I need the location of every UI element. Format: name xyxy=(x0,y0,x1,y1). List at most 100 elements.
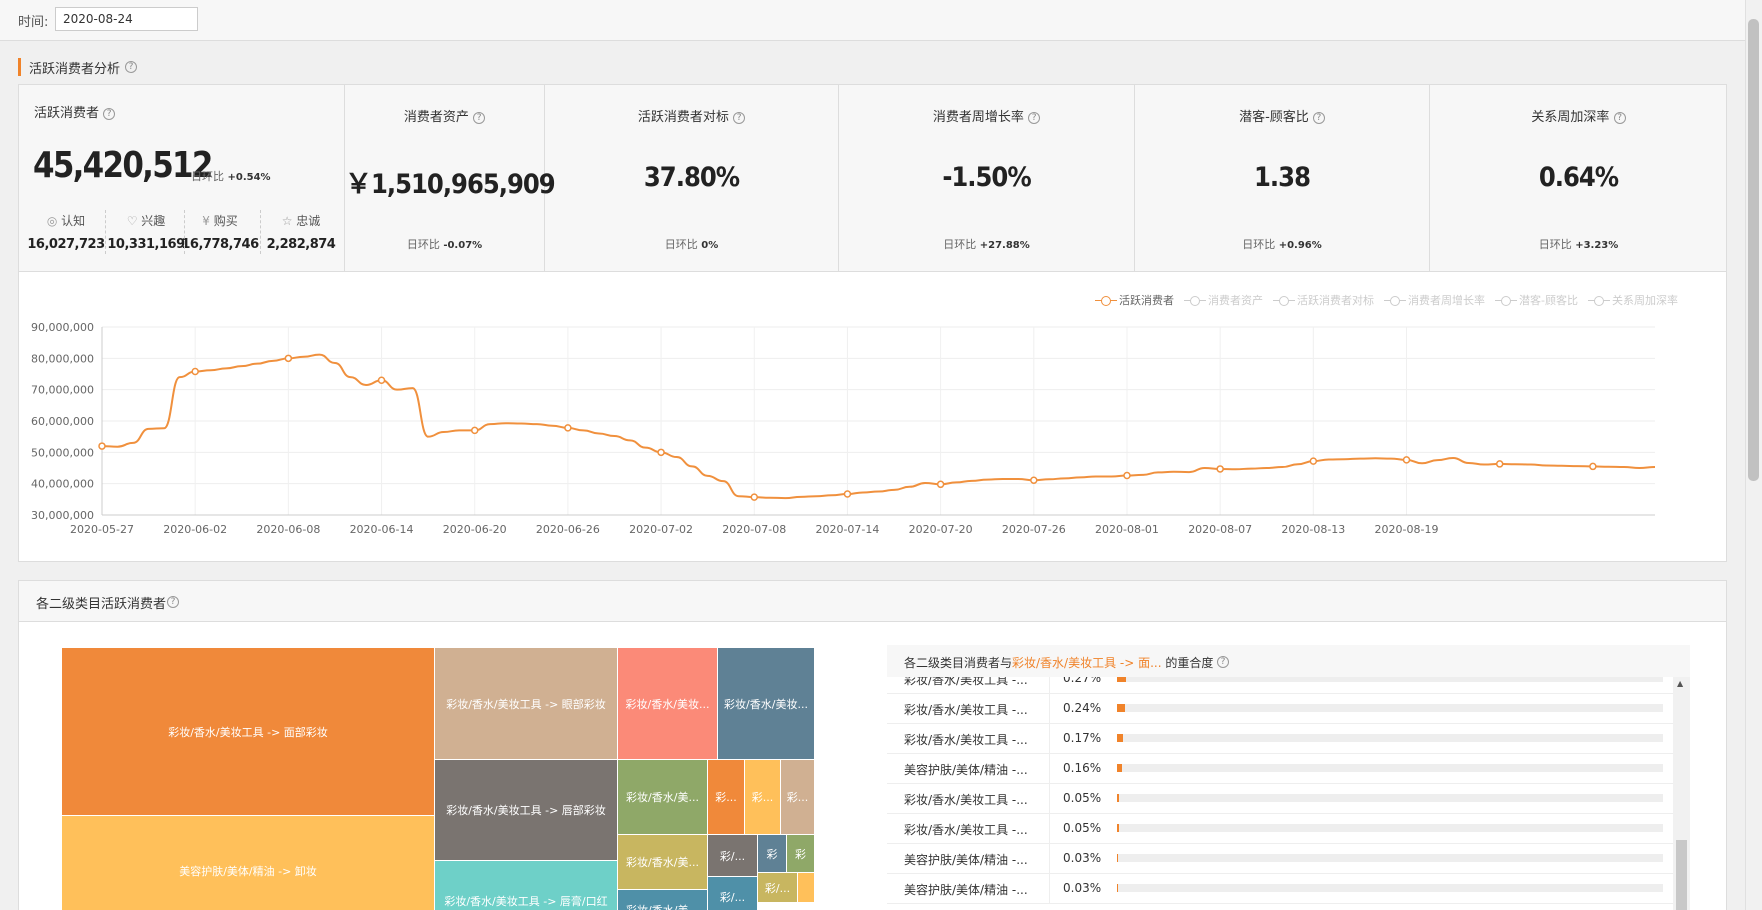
overlap-bar xyxy=(1117,854,1118,862)
overlap-row[interactable]: 彩妆/香水/美妆工具 -... 0.24% xyxy=(887,693,1673,724)
overlap-title: 各二级类目消费者与彩妆/香水/美妆工具 -> 面... 的重合度 xyxy=(904,656,1214,670)
treemap-cell[interactable] xyxy=(798,873,815,903)
treemap-cell[interactable]: 彩/... xyxy=(708,835,758,877)
overlap-scrollbar-thumb[interactable] xyxy=(1676,840,1687,910)
legend-item-1[interactable]: 消费者资产 xyxy=(1184,294,1263,307)
overlap-bar-track xyxy=(1117,764,1663,772)
data-point xyxy=(1123,471,1131,480)
help-icon[interactable]: ? xyxy=(473,111,486,124)
funnel-stage-2: ¥ 购买 16,778,746 xyxy=(181,214,259,252)
metric-value: 1.38 xyxy=(1254,162,1311,193)
treemap-cell[interactable]: 彩妆/香水/美妆... xyxy=(618,648,718,760)
legend-item-0[interactable]: 活跃消费者 xyxy=(1095,294,1174,307)
page-scrollbar-thumb[interactable] xyxy=(1748,19,1759,481)
help-icon[interactable]: ? xyxy=(1217,656,1229,668)
section-title-active-consumers: 活跃消费者分析 xyxy=(29,62,121,77)
metric-title: 活跃消费者对标 ? xyxy=(545,106,838,125)
metric-card-0[interactable]: 消费者资产 ? ￥1,510,965,909 日环比 -0.07% xyxy=(345,84,556,272)
metrics-panel xyxy=(18,84,1727,272)
x-tick-label: 2020-07-26 xyxy=(1002,523,1066,536)
overlap-selected-category[interactable]: 彩妆/香水/美妆工具 -> 面... xyxy=(1012,656,1162,670)
metric-value: -1.50% xyxy=(942,162,1031,193)
treemap-cell[interactable]: 彩/... xyxy=(708,877,758,910)
overlap-row[interactable]: 美容护肤/美体/精油 -... 0.03% xyxy=(887,873,1673,904)
help-icon[interactable]: ? xyxy=(167,596,179,608)
x-tick-label: 2020-06-08 xyxy=(256,523,320,536)
help-icon[interactable]: ? xyxy=(1312,111,1325,124)
overlap-category-name: 彩妆/香水/美妆工具 -... xyxy=(904,823,1028,837)
overlap-category-name: 美容护肤/美体/精油 -... xyxy=(904,763,1028,777)
overlap-row[interactable]: 彩妆/香水/美妆工具 -... 0.17% xyxy=(887,723,1673,754)
legend-item-4[interactable]: 潜客-顾客比 xyxy=(1495,294,1578,307)
metric-card-2[interactable]: 消费者周增长率 ? -1.50% 日环比 +27.88% xyxy=(839,84,1135,272)
overlap-category-name: 美容护肤/美体/精油 -... xyxy=(904,853,1028,867)
metric-card-3[interactable]: 潜客-顾客比 ? 1.38 日环比 +0.96% xyxy=(1135,84,1430,272)
help-icon[interactable]: ? xyxy=(1028,111,1041,124)
data-point xyxy=(564,424,572,432)
overlap-percent: 0.05% xyxy=(1063,791,1102,805)
data-point xyxy=(1495,460,1504,468)
treemap-cell[interactable]: 彩... xyxy=(745,760,781,835)
scroll-up-arrow-icon[interactable]: ▲ xyxy=(1677,679,1684,688)
treemap-cell[interactable]: 彩妆/香水/美妆工具 -> 眼部彩妆 xyxy=(435,648,618,760)
overlap-category-name: 美容护肤/美体/精油 -... xyxy=(904,883,1028,897)
legend-marker-icon xyxy=(1095,296,1117,306)
overlap-row[interactable]: 彩妆/香水/美妆工具 -... 0.05% xyxy=(887,813,1673,844)
treemap-cell[interactable]: 彩妆/香水/美... xyxy=(618,835,708,890)
x-tick-label: 2020-05-27 xyxy=(70,523,134,536)
treemap-cell[interactable]: 彩妆/香水/美妆工具 -> 唇膏/口红 xyxy=(435,861,618,910)
overlap-bar-track xyxy=(1117,854,1663,862)
x-tick-label: 2020-08-07 xyxy=(1188,523,1252,536)
data-point xyxy=(936,480,945,489)
x-tick-label: 2020-08-13 xyxy=(1281,523,1345,536)
overlap-category-name: 彩妆/香水/美妆工具 -... xyxy=(904,793,1028,807)
overlap-bar-track xyxy=(1117,704,1663,712)
treemap-cell[interactable]: 彩 xyxy=(758,835,787,873)
treemap-cell[interactable]: 彩妆/香水/美妆工具 -> 面部彩妆 xyxy=(62,648,435,816)
data-point xyxy=(1216,465,1224,473)
overlap-row[interactable]: 美容护肤/美体/精油 -... 0.03% xyxy=(887,843,1673,874)
help-icon[interactable]: ? xyxy=(125,61,137,73)
funnel-stage-value: 16,027,723 xyxy=(27,237,105,252)
overlap-category-name: 彩妆/香水/美妆工具 -... xyxy=(904,733,1028,747)
help-icon[interactable]: ? xyxy=(1613,111,1626,124)
legend-item-3[interactable]: 消费者周增长率 xyxy=(1384,294,1485,307)
metric-title: 关系周加深率 ? xyxy=(1430,106,1727,125)
overlap-row[interactable]: 彩妆/香水/美妆工具 -... 0.05% xyxy=(887,783,1673,814)
treemap-cell[interactable]: 美容护肤/美体/精油 -> 卸妆 xyxy=(62,816,435,910)
overlap-row[interactable]: 美容护肤/美体/精油 -... 0.16% xyxy=(887,753,1673,784)
treemap-cell[interactable]: 彩/... xyxy=(758,873,798,903)
metric-delta: 日环比 +27.88% xyxy=(943,238,1030,251)
overlap-bar-track xyxy=(1117,677,1663,682)
legend-item-2[interactable]: 活跃消费者对标 xyxy=(1273,294,1374,307)
treemap-cell[interactable]: 彩妆/香水/美... xyxy=(618,890,708,910)
treemap-cell[interactable]: 彩妆/香水/美妆... xyxy=(718,648,815,760)
treemap-cell[interactable]: 彩妆/香水/美... xyxy=(618,760,708,835)
treemap-cell[interactable]: 彩... xyxy=(781,760,815,835)
section-header-category xyxy=(18,580,1727,622)
divider xyxy=(1049,843,1050,873)
help-icon[interactable]: ? xyxy=(103,107,116,120)
metric-delta: 日环比 -0.07% xyxy=(406,238,483,251)
overlap-bar xyxy=(1117,794,1119,802)
divider xyxy=(1049,693,1050,723)
metric-card-1[interactable]: 活跃消费者对标 ? 37.80% 日环比 0% xyxy=(545,84,839,272)
date-input[interactable] xyxy=(55,7,198,31)
trend-line-chart: 30,000,000 40,000,000 50,000,000 60,000,000… xyxy=(31,321,1656,536)
x-tick-label: 2020-07-14 xyxy=(815,523,879,536)
divider xyxy=(1049,753,1050,783)
help-icon[interactable]: ? xyxy=(733,111,746,124)
data-point xyxy=(191,367,199,376)
treemap-cell[interactable]: 彩妆/香水/美妆工具 -> 唇部彩妆 xyxy=(435,760,618,861)
data-point xyxy=(1589,462,1597,471)
treemap-cell[interactable]: 彩... xyxy=(708,760,745,835)
filter-bar xyxy=(0,0,1745,41)
divider xyxy=(184,210,185,254)
overlap-row[interactable]: 彩妆/香水/美妆工具 -... 0.27% xyxy=(887,677,1673,694)
overlap-percent: 0.05% xyxy=(1063,821,1102,835)
treemap-cell[interactable]: 彩 xyxy=(787,835,815,873)
x-tick-label: 2020-07-20 xyxy=(909,523,973,536)
metric-card-4[interactable]: 关系周加深率 ? 0.64% 日环比 +3.23% xyxy=(1430,84,1727,272)
metric-card-active-consumers[interactable] xyxy=(18,84,345,272)
legend-item-5[interactable]: 关系周加深率 xyxy=(1587,294,1678,307)
